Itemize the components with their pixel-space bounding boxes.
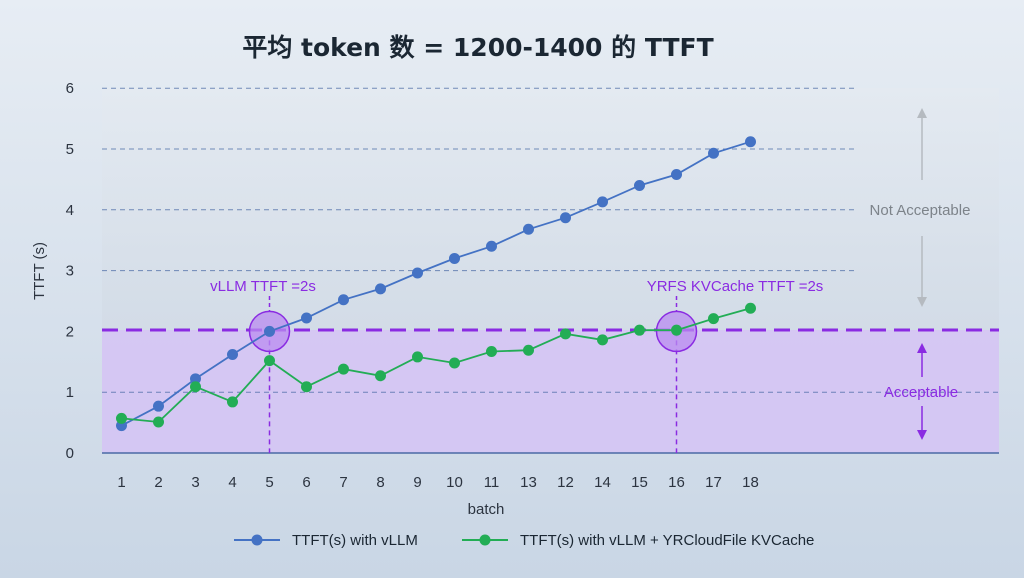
data-point-yrcloudfile — [745, 302, 756, 314]
legend-marker-vllm — [251, 534, 263, 546]
data-point-vllm — [412, 267, 423, 279]
data-point-vllm — [523, 223, 534, 235]
data-point-vllm — [708, 147, 719, 159]
x-tick-label: 14 — [594, 474, 611, 491]
data-point-yrcloudfile — [671, 324, 682, 336]
y-axis-title: TTFT (s) — [31, 242, 48, 300]
x-tick-label: 3 — [191, 474, 199, 491]
x-tick-label: 6 — [302, 474, 310, 491]
acceptable-band — [102, 330, 999, 453]
data-point-yrcloudfile — [708, 313, 719, 325]
data-point-vllm — [449, 252, 460, 264]
data-point-vllm — [597, 196, 608, 208]
legend: TTFT(s) with vLLM TTFT(s) with vLLM + YR… — [234, 532, 814, 549]
data-point-yrcloudfile — [486, 345, 497, 357]
y-tick-label: 0 — [66, 445, 74, 462]
data-point-vllm — [264, 325, 275, 337]
data-point-vllm — [671, 169, 682, 181]
data-point-vllm — [338, 294, 349, 306]
data-point-vllm — [634, 179, 645, 191]
chart-title: 平均 token 数 = 1200-1400 的 TTFT — [242, 33, 713, 62]
y-tick-label: 6 — [66, 80, 74, 97]
data-point-yrcloudfile — [227, 396, 238, 408]
data-point-vllm — [301, 312, 312, 324]
data-point-yrcloudfile — [412, 351, 423, 363]
y-tick-label: 2 — [66, 323, 74, 340]
data-point-yrcloudfile — [560, 328, 571, 340]
data-point-yrcloudfile — [116, 412, 127, 424]
legend-item-vllm: TTFT(s) with vLLM — [234, 532, 418, 549]
x-tick-label: 15 — [631, 474, 648, 491]
x-tick-label: 1 — [117, 474, 125, 491]
arrow-down-head-icon — [917, 297, 927, 307]
data-point-vllm — [560, 212, 571, 224]
acceptable-label: Acceptable — [884, 384, 958, 401]
series-line-yrcloudfile — [121, 307, 751, 423]
data-series — [116, 136, 756, 432]
data-point-vllm — [486, 240, 497, 252]
data-point-vllm — [153, 400, 164, 412]
data-point-yrcloudfile — [523, 344, 534, 356]
not-acceptable-indicator: Not Acceptable — [870, 108, 971, 307]
data-point-vllm — [745, 136, 756, 148]
vllm-ttft-annotation: vLLM TTFT =2s — [210, 278, 316, 295]
x-tick-label: 5 — [265, 474, 273, 491]
x-tick-label: 16 — [668, 474, 685, 491]
data-point-yrcloudfile — [375, 370, 386, 382]
data-point-yrcloudfile — [597, 334, 608, 346]
data-point-yrcloudfile — [153, 416, 164, 428]
x-tick-label: 7 — [339, 474, 347, 491]
not-acceptable-label: Not Acceptable — [870, 202, 971, 219]
x-tick-label: 18 — [742, 474, 759, 491]
data-point-vllm — [375, 283, 386, 295]
data-point-yrcloudfile — [301, 381, 312, 393]
x-tick-label: 4 — [228, 474, 236, 491]
series-line-vllm — [121, 140, 751, 427]
arrow-down-head-icon — [917, 430, 927, 440]
legend-label-yrcloudfile: TTFT(s) with vLLM + YRCloudFile KVCache — [520, 532, 814, 549]
legend-marker-yrcloudfile — [479, 534, 491, 546]
x-tick-label: 12 — [557, 474, 574, 491]
x-tick-label: 13 — [520, 474, 537, 491]
x-tick-label: 2 — [154, 474, 162, 491]
data-point-yrcloudfile — [264, 355, 275, 367]
gridlines — [102, 87, 999, 393]
x-tick-label: 17 — [705, 474, 722, 491]
x-tick-label: 11 — [484, 474, 500, 491]
x-tick-labels: 1 2 3 4 5 6 7 8 9 10 11 13 12 14 15 16 17 18 — [117, 474, 759, 491]
y-tick-label: 5 — [66, 141, 74, 158]
data-point-yrcloudfile — [449, 357, 460, 369]
x-tick-label: 8 — [376, 474, 384, 491]
y-tick-label: 3 — [66, 263, 74, 280]
x-axis-title: batch — [468, 501, 505, 518]
y-tick-label: 4 — [66, 202, 74, 219]
y-tick-labels: 0 1 2 3 4 5 6 — [66, 80, 74, 462]
legend-label-vllm: TTFT(s) with vLLM — [292, 532, 418, 549]
data-point-vllm — [227, 349, 238, 361]
x-tick-label: 10 — [446, 474, 463, 491]
arrow-up-head-icon — [917, 343, 927, 353]
data-point-yrcloudfile — [338, 363, 349, 375]
yrfs-ttft-annotation: YRFS KVCache TTFT =2s — [647, 278, 824, 295]
not-acceptable-zone — [102, 88, 999, 330]
data-point-yrcloudfile — [634, 324, 645, 336]
acceptable-indicator: Acceptable — [884, 343, 958, 440]
arrow-up-head-icon — [917, 108, 927, 118]
legend-item-yrcloudfile: TTFT(s) with vLLM + YRCloudFile KVCache — [462, 532, 814, 549]
x-tick-label: 9 — [413, 474, 421, 491]
data-point-vllm — [190, 373, 201, 385]
y-tick-label: 1 — [66, 384, 74, 401]
data-point-yrcloudfile — [190, 381, 201, 393]
